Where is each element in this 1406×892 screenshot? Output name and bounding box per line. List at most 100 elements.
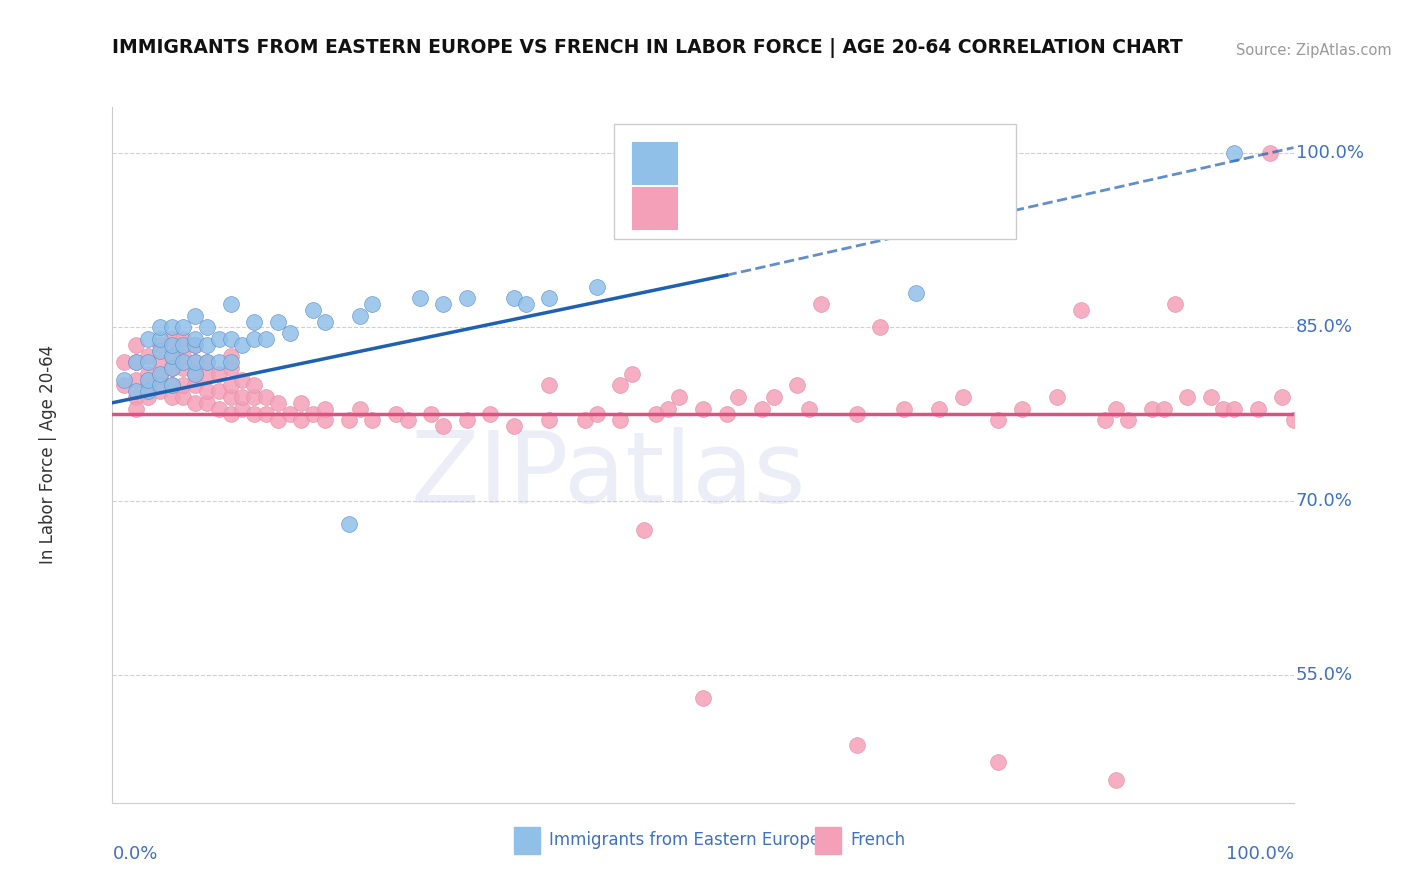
- Point: [432, 297, 454, 311]
- Point: [799, 401, 821, 416]
- Text: 53: 53: [934, 157, 959, 175]
- Text: 0.378: 0.378: [762, 157, 820, 175]
- Point: [172, 361, 194, 376]
- Text: 55.0%: 55.0%: [1296, 666, 1353, 684]
- Point: [314, 413, 336, 427]
- Text: R =: R =: [697, 202, 728, 220]
- Point: [869, 320, 891, 334]
- Point: [314, 315, 336, 329]
- Point: [727, 390, 749, 404]
- Point: [172, 332, 194, 346]
- Point: [1153, 401, 1175, 416]
- Point: [952, 390, 974, 404]
- Point: [231, 373, 253, 387]
- Point: [172, 355, 194, 369]
- Point: [267, 315, 290, 329]
- Point: [219, 361, 242, 376]
- Point: [396, 413, 419, 427]
- Point: [432, 419, 454, 434]
- Point: [290, 413, 312, 427]
- Point: [479, 407, 502, 422]
- Point: [243, 315, 266, 329]
- Point: [125, 401, 148, 416]
- Point: [302, 303, 325, 318]
- Point: [243, 332, 266, 346]
- Point: [278, 326, 301, 341]
- Point: [136, 332, 159, 346]
- Point: [385, 407, 408, 422]
- Point: [160, 378, 183, 392]
- Point: [337, 413, 360, 427]
- Point: [633, 523, 655, 537]
- Point: [184, 378, 207, 392]
- Point: [585, 407, 607, 422]
- Point: [136, 378, 159, 392]
- Point: [1105, 401, 1128, 416]
- Point: [172, 350, 194, 364]
- Text: 100.0%: 100.0%: [1226, 845, 1294, 863]
- Point: [184, 355, 207, 369]
- Point: [893, 401, 915, 416]
- Point: [160, 361, 183, 376]
- Point: [231, 338, 253, 352]
- Text: 0.0%: 0.0%: [112, 845, 157, 863]
- Point: [160, 390, 183, 404]
- Point: [716, 407, 738, 422]
- Point: [1247, 401, 1270, 416]
- Point: [538, 413, 561, 427]
- Point: [408, 291, 430, 305]
- Point: [149, 384, 172, 398]
- Text: 113: 113: [934, 202, 970, 220]
- Point: [243, 407, 266, 422]
- Bar: [633, 142, 678, 184]
- Point: [786, 378, 808, 392]
- Point: [254, 407, 277, 422]
- Point: [1212, 401, 1234, 416]
- Point: [278, 407, 301, 422]
- Point: [515, 297, 537, 311]
- Point: [349, 401, 371, 416]
- Point: [195, 384, 218, 398]
- Text: -0.002: -0.002: [762, 202, 827, 220]
- Point: [195, 355, 218, 369]
- Point: [692, 691, 714, 706]
- Point: [231, 390, 253, 404]
- Text: 85.0%: 85.0%: [1296, 318, 1353, 336]
- Point: [149, 378, 172, 392]
- Point: [692, 401, 714, 416]
- Point: [219, 390, 242, 404]
- Point: [125, 384, 148, 398]
- Point: [1105, 772, 1128, 787]
- Bar: [515, 827, 540, 854]
- Point: [195, 367, 218, 381]
- Point: [125, 355, 148, 369]
- Point: [420, 407, 443, 422]
- Text: In Labor Force | Age 20-64: In Labor Force | Age 20-64: [38, 345, 56, 565]
- Point: [503, 419, 526, 434]
- Point: [195, 355, 218, 369]
- Point: [219, 297, 242, 311]
- Point: [160, 350, 183, 364]
- Point: [1282, 413, 1305, 427]
- Point: [184, 355, 207, 369]
- Point: [290, 396, 312, 410]
- Point: [349, 309, 371, 323]
- Point: [160, 320, 183, 334]
- Point: [574, 413, 596, 427]
- Point: [361, 413, 384, 427]
- Point: [1094, 413, 1116, 427]
- Point: [609, 413, 631, 427]
- Point: [1271, 390, 1294, 404]
- Bar: [633, 187, 678, 229]
- Point: [149, 355, 172, 369]
- Point: [125, 355, 148, 369]
- Point: [160, 378, 183, 392]
- Text: 100.0%: 100.0%: [1296, 145, 1364, 162]
- Point: [149, 343, 172, 358]
- Point: [1223, 146, 1246, 161]
- Point: [149, 367, 172, 381]
- Point: [172, 338, 194, 352]
- Point: [136, 350, 159, 364]
- Point: [1164, 297, 1187, 311]
- Point: [160, 361, 183, 376]
